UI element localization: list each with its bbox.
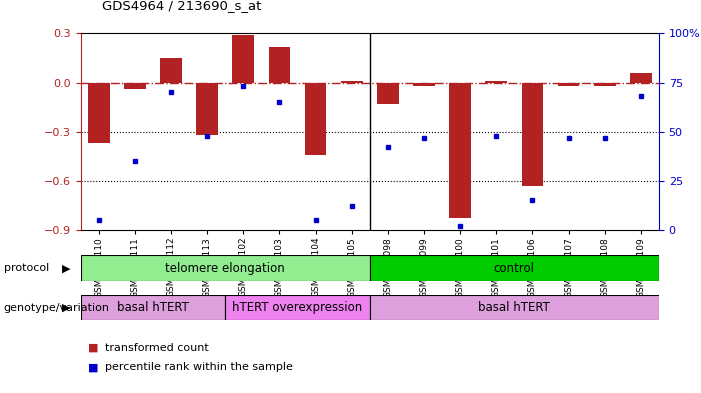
Bar	[124, 83, 146, 89]
Bar	[160, 58, 182, 83]
Bar	[341, 81, 362, 83]
Bar	[377, 83, 399, 104]
Bar	[558, 83, 580, 86]
Text: basal hTERT: basal hTERT	[117, 301, 189, 314]
Bar	[369, 295, 659, 320]
Text: control: control	[494, 262, 535, 275]
Bar	[485, 81, 507, 83]
Bar	[449, 83, 471, 219]
Bar	[630, 73, 652, 83]
Bar	[196, 83, 218, 135]
Bar	[225, 295, 370, 320]
Text: ■: ■	[88, 343, 98, 353]
Text: ▶: ▶	[62, 303, 71, 312]
Text: percentile rank within the sample: percentile rank within the sample	[105, 362, 293, 373]
Bar	[369, 255, 659, 281]
Text: hTERT overexpression: hTERT overexpression	[232, 301, 362, 314]
Text: genotype/variation: genotype/variation	[4, 303, 109, 312]
Text: ■: ■	[88, 362, 98, 373]
Text: basal hTERT: basal hTERT	[478, 301, 550, 314]
Bar	[413, 83, 435, 86]
Bar	[233, 35, 254, 83]
Text: GDS4964 / 213690_s_at: GDS4964 / 213690_s_at	[102, 0, 261, 12]
Bar	[268, 46, 290, 83]
Bar	[522, 83, 543, 185]
Text: telomere elongation: telomere elongation	[165, 262, 285, 275]
Text: protocol: protocol	[4, 263, 49, 273]
Text: transformed count: transformed count	[105, 343, 209, 353]
Bar	[88, 83, 109, 143]
Bar	[81, 255, 370, 281]
Bar	[81, 295, 225, 320]
Bar	[594, 83, 615, 86]
Text: ▶: ▶	[62, 263, 71, 273]
Bar	[305, 83, 327, 154]
